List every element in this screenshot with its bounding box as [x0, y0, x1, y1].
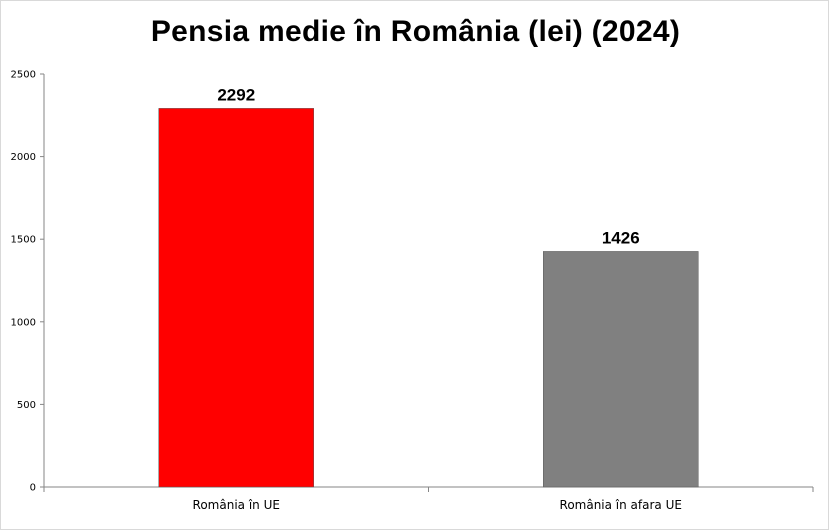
y-tick-label: 1000	[11, 317, 36, 328]
y-tick-label: 0	[30, 483, 36, 494]
y-tick-label: 2500	[11, 70, 36, 81]
bar-1	[158, 108, 314, 488]
data-label-2: 1426	[602, 228, 640, 247]
y-tick-label: 500	[17, 400, 36, 411]
bar-2	[543, 251, 699, 488]
category-label-2: România în afara UE	[560, 498, 682, 512]
chart-title: Pensia medie în România (lei) (2024)	[150, 15, 681, 48]
y-tick-label: 1500	[11, 235, 36, 246]
data-label-1: 2292	[217, 85, 255, 104]
y-tick-label: 2000	[11, 152, 36, 163]
category-label-1: România în UE	[193, 498, 280, 512]
